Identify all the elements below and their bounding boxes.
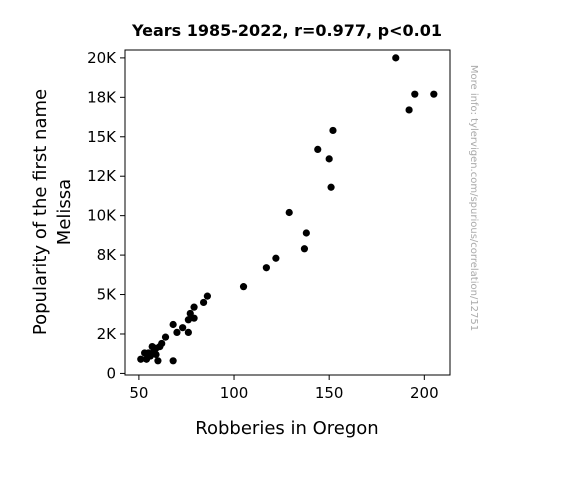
data-point [430,90,438,98]
data-point [314,145,322,153]
y-axis-label: Popularity of the first name [30,89,51,335]
y-axis: 0 2K 5K 8K 10K 12K 15K 18K 20K [87,49,125,382]
plot-area-frame [124,49,451,376]
data-point [272,254,280,262]
y-tick-label: 18K [87,88,117,106]
y-axis-label-line-2: Melissa [54,179,75,245]
data-point [184,328,192,337]
data-point [190,314,198,322]
data-point [392,54,400,62]
data-point [137,355,145,363]
data-point [161,333,170,341]
data-point [199,298,208,307]
y-tick-label: 10K [87,207,117,225]
y-tick-label: 15K [87,128,117,146]
x-tick-label: 50 [129,384,148,402]
data-point [154,357,162,365]
y-tick-label: 8K [97,246,118,264]
data-point [285,208,293,217]
data-point [142,355,151,363]
data-point [239,283,248,291]
source-watermark: More info: tylervigen.com/spurious/corre… [468,65,479,331]
y-axis-label: Melissa [54,179,75,245]
data-point [262,264,270,272]
data-point [302,229,310,237]
y-axis-label-line-1: Popularity of the first name [30,89,51,335]
data-point [169,357,177,365]
y-tick-label: 2K [97,325,118,343]
data-point [325,155,333,163]
x-tick-label: 100 [220,384,249,402]
data-point [179,324,187,332]
y-tick-label: 5K [97,286,118,304]
data-point [140,349,149,357]
x-tick-label: 150 [315,384,344,402]
data-point [203,292,211,300]
data-point [327,183,335,191]
data-point [300,245,309,253]
data-points [137,54,438,365]
y-tick-label: 20K [87,49,117,67]
y-tick-label: 12K [87,167,117,185]
data-point [184,316,192,324]
data-point [329,126,337,135]
x-tick-label: 200 [410,384,439,402]
x-axis-label: Robberies in Oregon [195,418,378,439]
data-point [411,90,419,98]
y-tick-label: 0 [106,364,116,382]
data-point [152,350,160,359]
x-axis: 50 100 150 200 [129,375,439,402]
data-point [169,320,177,329]
data-point [173,328,181,337]
data-point [405,106,413,114]
data-point [190,303,198,311]
chart-title: Years 1985-2022, r=0.977, p<0.01 [131,21,442,40]
